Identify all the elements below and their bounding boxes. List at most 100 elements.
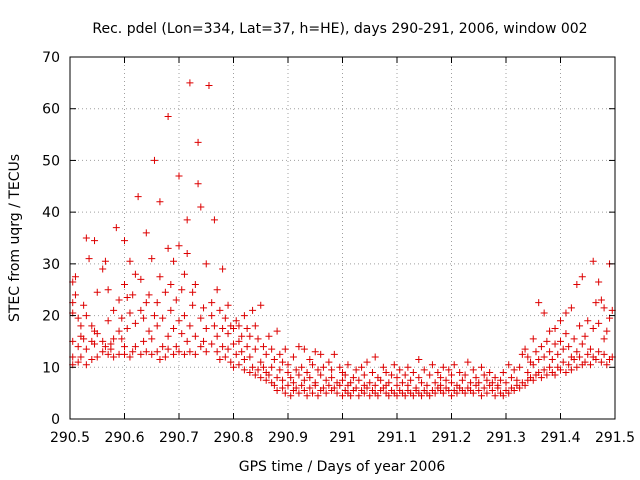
data-point [524, 368, 532, 376]
data-point [219, 265, 227, 273]
data-point [99, 337, 107, 345]
data-point [309, 389, 317, 397]
data-point [480, 384, 488, 392]
data-point [423, 381, 431, 389]
data-point [578, 340, 586, 348]
data-point [295, 343, 303, 351]
data-point [543, 371, 551, 379]
data-point [415, 374, 423, 382]
data-point [467, 379, 475, 387]
data-point [180, 270, 188, 278]
data-points [69, 79, 616, 400]
data-point [516, 363, 524, 371]
chart-title: Rec. pdel (Lon=334, Lat=37, h=HE), days … [92, 21, 587, 37]
data-point [570, 356, 578, 364]
x-tick-label: 291.5 [595, 430, 635, 446]
data-point [156, 356, 164, 364]
data-point [415, 356, 423, 364]
data-point [477, 392, 485, 400]
data-point [145, 291, 153, 299]
data-point [559, 345, 567, 353]
data-point [603, 327, 611, 335]
data-point [153, 348, 161, 356]
data-point [238, 332, 246, 340]
data-point [257, 374, 265, 382]
data-point [213, 348, 221, 356]
data-point [246, 353, 254, 361]
data-point [529, 376, 537, 384]
data-point [153, 322, 161, 330]
data-point [189, 288, 197, 296]
data-point [118, 314, 126, 322]
data-point [336, 381, 344, 389]
data-point [276, 366, 284, 374]
data-point [134, 193, 142, 201]
x-tick-label: 291.3 [486, 430, 526, 446]
data-point [494, 381, 502, 389]
data-point [175, 242, 183, 250]
x-tick-label: 290.5 [50, 430, 90, 446]
data-point [393, 374, 401, 382]
data-point [518, 350, 526, 358]
data-point [268, 345, 276, 353]
data-point [216, 306, 224, 314]
data-point [535, 356, 543, 364]
data-point [243, 325, 251, 332]
data-point [445, 366, 453, 374]
data-point [156, 273, 164, 281]
data-point [420, 366, 428, 374]
data-point [597, 358, 605, 366]
data-point [295, 389, 303, 397]
data-point [570, 335, 578, 343]
data-point [565, 343, 573, 351]
data-point [557, 366, 564, 374]
data-point [298, 363, 306, 371]
data-point [388, 371, 396, 379]
data-point [586, 361, 594, 369]
data-point [319, 384, 327, 392]
data-point [183, 216, 191, 224]
data-point [431, 379, 439, 387]
data-point [91, 340, 99, 348]
data-point [472, 374, 480, 382]
data-point [232, 350, 240, 358]
data-point [200, 304, 208, 312]
data-point [371, 381, 379, 389]
data-point [448, 392, 455, 400]
data-point [99, 265, 107, 273]
data-point [205, 81, 213, 89]
data-point [156, 198, 164, 206]
data-point [442, 376, 450, 384]
data-point [71, 291, 79, 299]
data-point [325, 381, 333, 389]
data-point [453, 389, 461, 397]
data-point [418, 392, 426, 400]
data-point [186, 79, 194, 87]
data-point [210, 322, 218, 330]
data-point [355, 392, 363, 400]
data-point [208, 340, 216, 348]
data-point [161, 288, 169, 296]
data-point [107, 340, 115, 348]
data-point [366, 392, 374, 400]
data-point [123, 325, 131, 332]
data-point [110, 306, 118, 314]
data-point [565, 361, 573, 369]
data-point [161, 353, 169, 361]
data-point [137, 350, 145, 358]
y-tick-label: 0 [51, 412, 60, 428]
data-point [510, 366, 518, 374]
data-point [167, 306, 175, 314]
data-point [257, 301, 265, 309]
data-point [461, 389, 469, 397]
data-point [235, 322, 243, 330]
data-point [595, 278, 603, 286]
data-point [74, 343, 82, 351]
data-point [464, 358, 472, 366]
data-point [284, 381, 292, 389]
y-tick-label: 40 [42, 205, 60, 221]
data-point [396, 366, 404, 374]
data-point [300, 345, 308, 353]
data-point [339, 392, 346, 400]
data-point [289, 379, 297, 387]
